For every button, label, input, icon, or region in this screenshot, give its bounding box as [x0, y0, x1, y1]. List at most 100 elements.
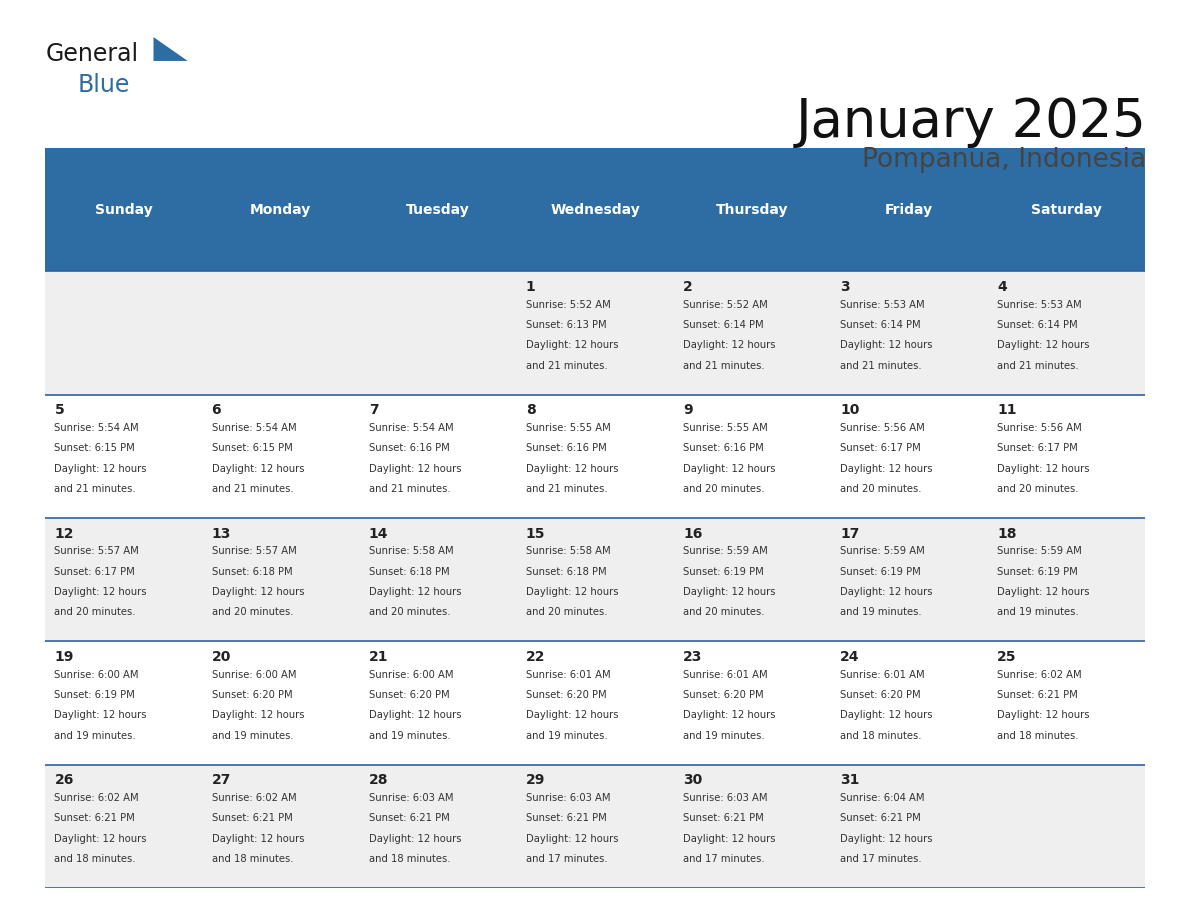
Bar — [830, 148, 988, 272]
Text: and 21 minutes.: and 21 minutes. — [368, 484, 450, 494]
Text: and 21 minutes.: and 21 minutes. — [840, 361, 922, 371]
Text: 5: 5 — [55, 403, 64, 418]
Text: 7: 7 — [368, 403, 378, 418]
Text: 29: 29 — [526, 773, 545, 788]
Text: 18: 18 — [997, 527, 1017, 541]
Text: 3: 3 — [840, 280, 849, 294]
Text: Daylight: 12 hours: Daylight: 12 hours — [211, 711, 304, 721]
Text: Sunset: 6:18 PM: Sunset: 6:18 PM — [368, 566, 449, 577]
Text: Daylight: 12 hours: Daylight: 12 hours — [840, 341, 933, 351]
Text: Sunrise: 5:59 AM: Sunrise: 5:59 AM — [997, 546, 1082, 556]
Text: 4: 4 — [997, 280, 1007, 294]
Text: Sunset: 6:18 PM: Sunset: 6:18 PM — [526, 566, 607, 577]
Text: General: General — [45, 41, 138, 66]
Text: Daylight: 12 hours: Daylight: 12 hours — [368, 588, 461, 597]
Text: 21: 21 — [368, 650, 388, 664]
Text: 13: 13 — [211, 527, 230, 541]
Text: Friday: Friday — [885, 203, 934, 217]
Text: Sunset: 6:15 PM: Sunset: 6:15 PM — [211, 443, 292, 453]
Text: and 20 minutes.: and 20 minutes. — [368, 608, 450, 618]
Text: Sunrise: 6:03 AM: Sunrise: 6:03 AM — [526, 793, 611, 803]
Text: and 18 minutes.: and 18 minutes. — [211, 854, 293, 864]
Text: Sunrise: 6:02 AM: Sunrise: 6:02 AM — [997, 670, 1082, 679]
Text: 24: 24 — [840, 650, 860, 664]
Text: and 19 minutes.: and 19 minutes. — [368, 731, 450, 741]
Text: Daylight: 12 hours: Daylight: 12 hours — [368, 464, 461, 474]
Text: 11: 11 — [997, 403, 1017, 418]
Text: Sunrise: 5:57 AM: Sunrise: 5:57 AM — [55, 546, 139, 556]
Text: Daylight: 12 hours: Daylight: 12 hours — [683, 464, 776, 474]
Text: Sunrise: 5:57 AM: Sunrise: 5:57 AM — [211, 546, 296, 556]
Text: Sunrise: 6:02 AM: Sunrise: 6:02 AM — [211, 793, 296, 803]
Text: Sunrise: 6:00 AM: Sunrise: 6:00 AM — [368, 670, 453, 679]
Text: 23: 23 — [683, 650, 702, 664]
Text: Thursday: Thursday — [716, 203, 789, 217]
Text: Daylight: 12 hours: Daylight: 12 hours — [683, 834, 776, 844]
Text: 28: 28 — [368, 773, 388, 788]
Text: Sunset: 6:19 PM: Sunset: 6:19 PM — [997, 566, 1078, 577]
Text: Sunrise: 6:01 AM: Sunrise: 6:01 AM — [526, 670, 611, 679]
Text: Sunset: 6:20 PM: Sunset: 6:20 PM — [683, 690, 764, 700]
Text: 26: 26 — [55, 773, 74, 788]
Text: Sunrise: 5:59 AM: Sunrise: 5:59 AM — [840, 546, 925, 556]
Text: 14: 14 — [368, 527, 388, 541]
Bar — [45, 148, 202, 272]
Text: Sunset: 6:16 PM: Sunset: 6:16 PM — [683, 443, 764, 453]
Text: Sunset: 6:20 PM: Sunset: 6:20 PM — [840, 690, 921, 700]
Text: Daylight: 12 hours: Daylight: 12 hours — [526, 711, 619, 721]
Text: Sunset: 6:21 PM: Sunset: 6:21 PM — [55, 813, 135, 823]
Text: and 19 minutes.: and 19 minutes. — [840, 608, 922, 618]
Text: Sunset: 6:21 PM: Sunset: 6:21 PM — [683, 813, 764, 823]
Text: Sunset: 6:21 PM: Sunset: 6:21 PM — [997, 690, 1078, 700]
Text: Sunset: 6:19 PM: Sunset: 6:19 PM — [840, 566, 921, 577]
Text: and 21 minutes.: and 21 minutes. — [997, 361, 1079, 371]
Text: Sunrise: 6:01 AM: Sunrise: 6:01 AM — [840, 670, 924, 679]
Text: and 18 minutes.: and 18 minutes. — [997, 731, 1079, 741]
Text: and 20 minutes.: and 20 minutes. — [55, 608, 135, 618]
Text: Sunrise: 6:03 AM: Sunrise: 6:03 AM — [683, 793, 767, 803]
Text: 1: 1 — [526, 280, 536, 294]
Text: Sunrise: 5:56 AM: Sunrise: 5:56 AM — [997, 423, 1082, 433]
Text: Saturday: Saturday — [1031, 203, 1101, 217]
Text: Sunset: 6:20 PM: Sunset: 6:20 PM — [526, 690, 607, 700]
Text: Sunset: 6:21 PM: Sunset: 6:21 PM — [368, 813, 449, 823]
Text: 25: 25 — [997, 650, 1017, 664]
Text: Daylight: 12 hours: Daylight: 12 hours — [55, 464, 147, 474]
Text: and 21 minutes.: and 21 minutes. — [211, 484, 293, 494]
Text: and 17 minutes.: and 17 minutes. — [526, 854, 607, 864]
Text: and 21 minutes.: and 21 minutes. — [526, 484, 607, 494]
Text: 8: 8 — [526, 403, 536, 418]
Text: Daylight: 12 hours: Daylight: 12 hours — [997, 341, 1089, 351]
Text: 12: 12 — [55, 527, 74, 541]
Text: Daylight: 12 hours: Daylight: 12 hours — [997, 711, 1089, 721]
Text: and 20 minutes.: and 20 minutes. — [997, 484, 1079, 494]
Text: Sunrise: 5:58 AM: Sunrise: 5:58 AM — [368, 546, 454, 556]
Bar — [517, 148, 674, 272]
Text: Daylight: 12 hours: Daylight: 12 hours — [55, 834, 147, 844]
Text: Daylight: 12 hours: Daylight: 12 hours — [55, 588, 147, 597]
Text: Daylight: 12 hours: Daylight: 12 hours — [840, 711, 933, 721]
Text: Sunrise: 5:55 AM: Sunrise: 5:55 AM — [526, 423, 611, 433]
Text: and 20 minutes.: and 20 minutes. — [683, 608, 765, 618]
Text: Sunrise: 5:58 AM: Sunrise: 5:58 AM — [526, 546, 611, 556]
Text: Daylight: 12 hours: Daylight: 12 hours — [840, 588, 933, 597]
Text: Sunset: 6:15 PM: Sunset: 6:15 PM — [55, 443, 135, 453]
Text: Sunrise: 6:00 AM: Sunrise: 6:00 AM — [211, 670, 296, 679]
Text: Daylight: 12 hours: Daylight: 12 hours — [997, 588, 1089, 597]
Text: and 20 minutes.: and 20 minutes. — [211, 608, 293, 618]
Text: Sunrise: 5:53 AM: Sunrise: 5:53 AM — [997, 299, 1082, 309]
Text: Blue: Blue — [77, 73, 129, 96]
Text: Sunset: 6:21 PM: Sunset: 6:21 PM — [211, 813, 292, 823]
Text: Sunday: Sunday — [95, 203, 152, 217]
Text: 10: 10 — [840, 403, 859, 418]
Text: Daylight: 12 hours: Daylight: 12 hours — [211, 834, 304, 844]
Text: Sunset: 6:19 PM: Sunset: 6:19 PM — [683, 566, 764, 577]
Text: 20: 20 — [211, 650, 230, 664]
Text: and 17 minutes.: and 17 minutes. — [683, 854, 765, 864]
Text: 22: 22 — [526, 650, 545, 664]
Text: Sunset: 6:13 PM: Sunset: 6:13 PM — [526, 320, 607, 330]
Text: Pompanua, Indonesia: Pompanua, Indonesia — [862, 147, 1146, 173]
Bar — [359, 148, 517, 272]
Bar — [674, 148, 830, 272]
Text: Wednesday: Wednesday — [550, 203, 640, 217]
